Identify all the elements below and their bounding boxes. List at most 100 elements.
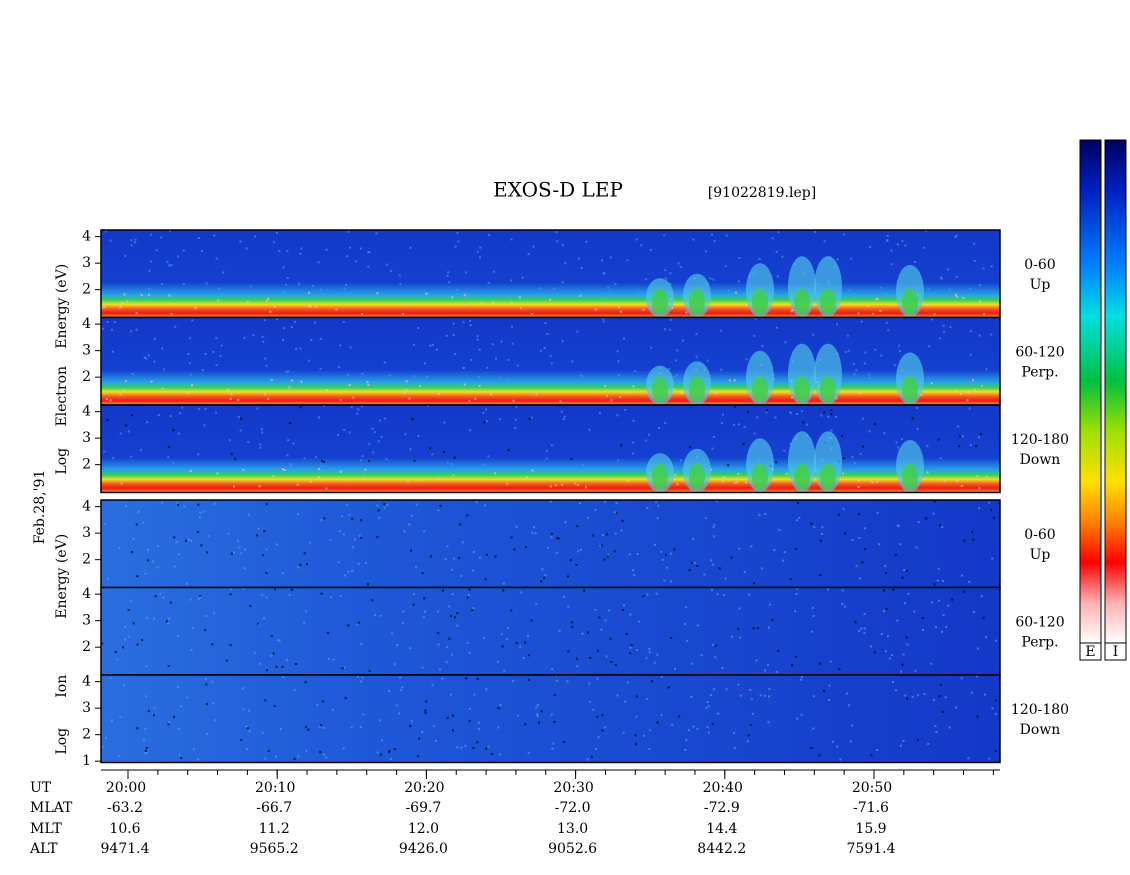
texture	[153, 337, 156, 340]
texture	[540, 710, 543, 713]
texture	[608, 477, 611, 480]
texture	[340, 515, 343, 518]
texture	[502, 582, 505, 585]
texture	[513, 548, 516, 551]
texture	[318, 416, 321, 419]
texture	[199, 596, 202, 599]
texture	[170, 263, 173, 266]
texture	[563, 595, 566, 598]
texture	[286, 249, 289, 252]
burst-core	[752, 288, 768, 315]
texture	[603, 272, 606, 275]
texture	[417, 435, 420, 438]
texture	[315, 305, 318, 308]
texture	[358, 534, 361, 537]
texture	[361, 455, 364, 458]
texture	[890, 249, 893, 252]
texture	[836, 258, 839, 261]
texture	[287, 439, 290, 442]
texture	[399, 676, 402, 679]
texture	[716, 593, 719, 596]
texture	[418, 737, 421, 740]
texture	[553, 720, 556, 723]
texture	[559, 400, 562, 403]
texture	[775, 250, 778, 253]
texture	[110, 719, 113, 722]
texture	[600, 628, 603, 631]
texture	[346, 478, 349, 481]
texture	[595, 748, 598, 751]
texture	[685, 738, 688, 741]
texture	[868, 430, 871, 433]
texture	[183, 505, 186, 508]
texture	[685, 311, 688, 314]
texture	[500, 633, 503, 636]
texture	[812, 695, 815, 698]
texture	[423, 597, 426, 600]
texture	[653, 543, 656, 546]
texture	[439, 504, 442, 507]
texture	[491, 301, 494, 304]
texture	[978, 300, 981, 303]
texture	[577, 257, 580, 260]
texture	[205, 732, 208, 735]
texture	[620, 444, 623, 447]
texture	[463, 294, 466, 297]
texture	[437, 509, 440, 512]
texture	[670, 580, 673, 583]
texture	[796, 413, 799, 416]
texture	[469, 324, 472, 327]
texture	[507, 449, 510, 452]
texture	[283, 469, 286, 472]
texture	[955, 295, 958, 298]
texture	[531, 531, 534, 534]
texture	[360, 642, 363, 645]
panel-label: 0-60	[1024, 527, 1055, 543]
y-tick-label: 1	[82, 753, 91, 769]
texture	[875, 297, 878, 300]
texture	[896, 524, 899, 527]
texture	[468, 399, 471, 402]
texture	[854, 621, 857, 624]
texture	[104, 736, 107, 739]
ephemeris-value: 10.6	[109, 821, 140, 837]
texture	[299, 347, 302, 350]
texture	[297, 513, 300, 516]
texture	[343, 666, 346, 669]
texture	[225, 659, 228, 662]
texture	[395, 704, 398, 707]
texture	[383, 503, 386, 506]
texture	[579, 294, 582, 297]
texture	[136, 727, 139, 730]
texture	[710, 589, 713, 592]
texture	[549, 500, 552, 503]
texture	[968, 407, 971, 410]
texture	[588, 700, 591, 703]
texture	[215, 364, 218, 367]
texture	[168, 721, 171, 724]
texture	[342, 533, 345, 536]
texture	[126, 300, 129, 303]
texture	[408, 647, 411, 650]
texture	[279, 728, 282, 731]
texture	[629, 652, 632, 655]
texture	[180, 756, 183, 759]
texture	[318, 475, 321, 478]
texture	[798, 516, 801, 519]
texture	[167, 665, 170, 668]
texture	[468, 651, 471, 654]
texture	[479, 556, 482, 559]
texture	[592, 708, 595, 711]
texture	[383, 361, 386, 364]
texture	[304, 610, 307, 613]
texture	[506, 377, 509, 380]
texture	[229, 643, 232, 646]
texture	[155, 249, 158, 252]
texture	[620, 529, 623, 532]
texture	[643, 734, 646, 737]
texture	[844, 532, 847, 535]
texture	[194, 306, 197, 309]
texture	[983, 313, 986, 316]
texture	[434, 739, 437, 742]
texture	[767, 721, 770, 724]
